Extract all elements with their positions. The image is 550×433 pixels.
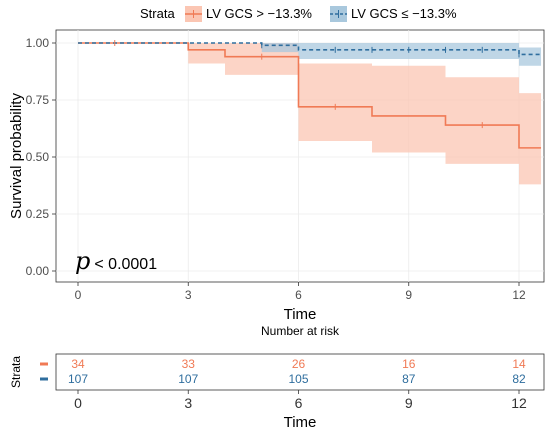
confidence-band-0 <box>78 43 542 185</box>
risk-x-tick-label-0: 0 <box>74 395 82 411</box>
x-tick-label-1: 3 <box>185 288 192 302</box>
risk-x-tick-label-1: 3 <box>184 395 192 411</box>
risk-x-tick-label-2: 6 <box>295 395 303 411</box>
risk-table-y-title: Strata <box>9 356 23 388</box>
legend: Strata LV GCS > −13.3% LV GCS ≤ −13.3% <box>140 6 457 22</box>
legend-label-low-gcs: LV GCS ≤ −13.3% <box>351 6 457 21</box>
risk-x-tick-label-4: 12 <box>511 395 527 411</box>
p-value-symbol: p <box>75 247 90 275</box>
risk-cell-0-1: 33 <box>182 357 196 371</box>
risk-table: Number at risk 34 33 26 16 14 107 107 105 87 82 0… <box>9 324 545 431</box>
legend-title: Strata <box>140 6 175 21</box>
censor-marks <box>114 40 520 129</box>
y-axis-ticks: 0.00 0.25 0.50 0.75 1.00 <box>26 36 56 278</box>
confidence-band-1 <box>78 43 542 66</box>
risk-cell-1-1: 107 <box>178 372 198 386</box>
confidence-bands <box>78 43 542 185</box>
y-tick-label-0: 0.00 <box>26 264 50 278</box>
y-tick-label-2: 0.50 <box>26 150 50 164</box>
x-tick-label-3: 9 <box>405 288 412 302</box>
risk-table-x-ticks: 0 3 6 9 12 <box>74 390 527 411</box>
y-tick-label-4: 1.00 <box>26 36 50 50</box>
x-axis-ticks: 0 3 6 9 12 <box>75 282 526 302</box>
p-value-annotation: p < 0.0001 <box>75 247 157 275</box>
x-tick-label-4: 12 <box>512 288 526 302</box>
y-axis-title: Survival probability <box>8 93 25 219</box>
risk-cell-0-2: 26 <box>292 357 306 371</box>
risk-cell-1-3: 87 <box>402 372 416 386</box>
risk-table-rows: 34 33 26 16 14 107 107 105 87 82 <box>40 357 526 386</box>
risk-cell-1-0: 107 <box>68 372 88 386</box>
risk-cell-0-3: 16 <box>402 357 416 371</box>
risk-cell-1-4: 82 <box>512 372 526 386</box>
risk-table-panel <box>55 353 545 391</box>
x-tick-label-0: 0 <box>75 288 82 302</box>
survival-plot: 0.00 0.25 0.50 0.75 1.00 0 3 6 9 12 Time Surviva… <box>8 29 545 323</box>
risk-table-x-title: Time <box>284 414 317 431</box>
plot-panel <box>55 29 545 283</box>
risk-cell-1-2: 105 <box>288 372 308 386</box>
x-tick-label-2: 6 <box>295 288 302 302</box>
p-value-text: < 0.0001 <box>94 256 157 273</box>
y-tick-label-1: 0.25 <box>26 207 50 221</box>
risk-cell-0-0: 34 <box>71 357 85 371</box>
risk-cell-0-4: 14 <box>512 357 526 371</box>
legend-label-high-gcs: LV GCS > −13.3% <box>206 6 312 21</box>
risk-x-tick-label-3: 9 <box>405 395 413 411</box>
y-tick-label-3: 0.75 <box>26 93 50 107</box>
x-axis-title: Time <box>284 306 317 323</box>
risk-table-title: Number at risk <box>261 324 340 338</box>
